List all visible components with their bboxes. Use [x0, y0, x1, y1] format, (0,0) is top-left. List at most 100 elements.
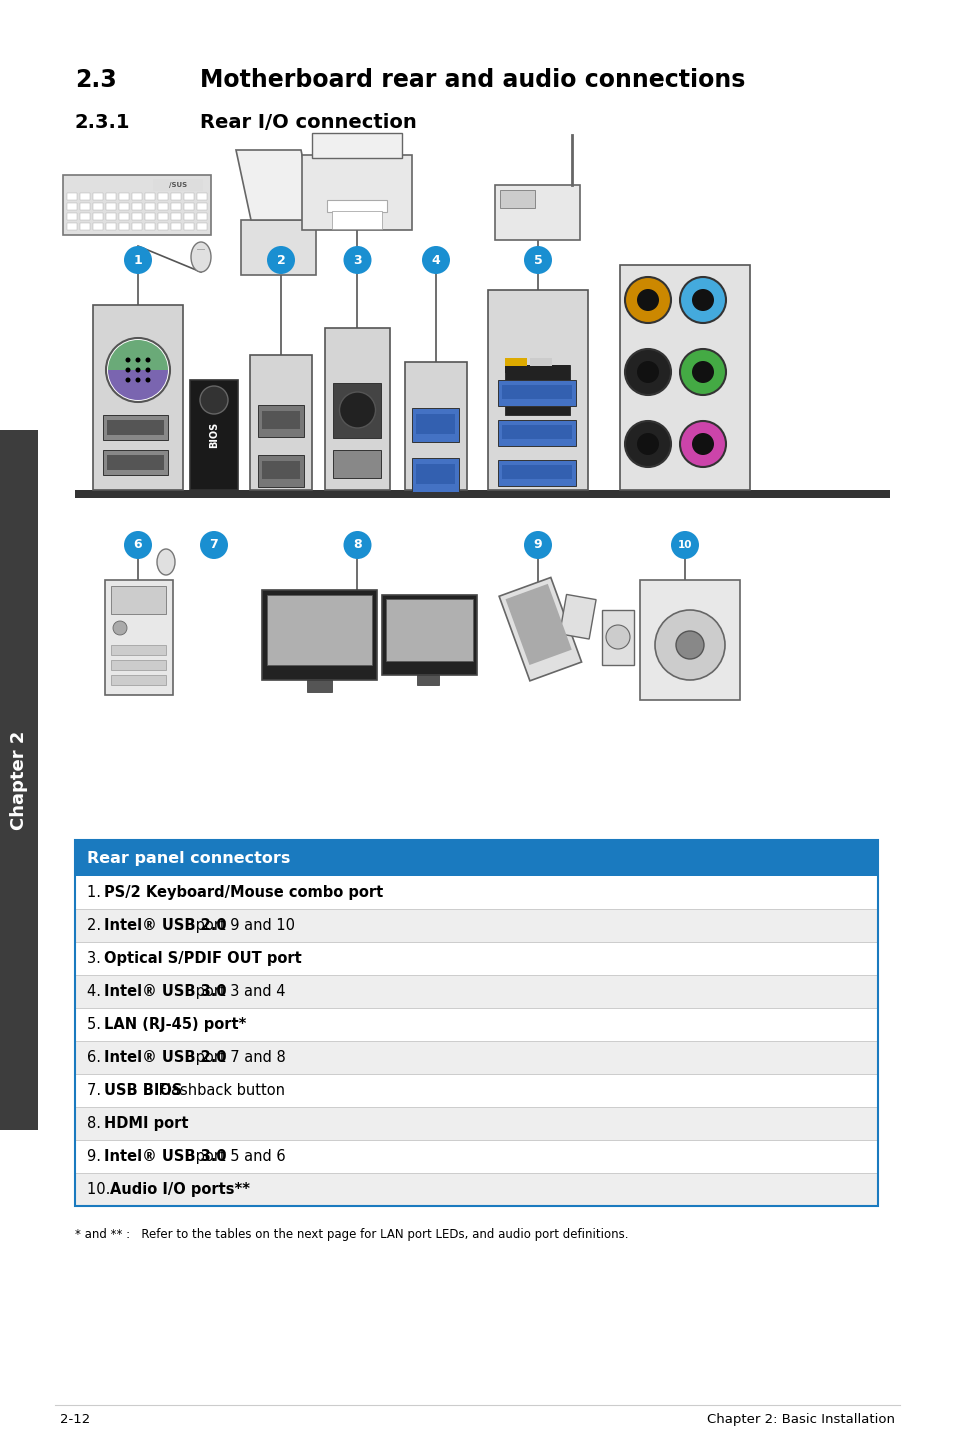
Text: port 7 and 8: port 7 and 8: [191, 1050, 286, 1066]
Bar: [333, 450, 380, 477]
Text: Intel® USB 2.0: Intel® USB 2.0: [104, 917, 227, 933]
Bar: [495, 186, 579, 240]
Polygon shape: [235, 150, 315, 220]
Text: 6.: 6.: [87, 1050, 106, 1066]
Bar: [106, 193, 116, 200]
Bar: [158, 203, 168, 210]
Bar: [171, 223, 181, 230]
Bar: [80, 203, 90, 210]
Text: 1: 1: [133, 253, 142, 266]
Bar: [119, 193, 129, 200]
Bar: [158, 213, 168, 220]
Bar: [75, 490, 889, 498]
Text: PS/2 Keyboard/Mouse combo port: PS/2 Keyboard/Mouse combo port: [104, 884, 383, 900]
Text: 2.: 2.: [87, 917, 106, 933]
Circle shape: [691, 289, 713, 311]
Text: Optical S/PDIF OUT port: Optical S/PDIF OUT port: [104, 951, 302, 966]
Bar: [63, 175, 211, 234]
Circle shape: [637, 289, 659, 311]
Circle shape: [146, 378, 151, 383]
Bar: [119, 203, 129, 210]
Bar: [145, 213, 154, 220]
Bar: [262, 590, 377, 680]
Bar: [171, 193, 181, 200]
Text: 9.: 9.: [87, 1149, 106, 1163]
Text: Chapter 2: Basic Installation: Chapter 2: Basic Installation: [706, 1414, 894, 1426]
Text: Flashback button: Flashback button: [153, 1083, 285, 1099]
Circle shape: [126, 368, 131, 372]
Bar: [325, 328, 390, 490]
Circle shape: [267, 246, 294, 275]
Bar: [152, 178, 203, 191]
Bar: [196, 213, 207, 220]
Bar: [111, 587, 166, 614]
Bar: [416, 464, 455, 485]
Text: /SUS: /SUS: [169, 183, 187, 188]
Bar: [412, 408, 458, 441]
Text: Chapter 2: Chapter 2: [10, 731, 28, 830]
Bar: [106, 223, 116, 230]
Bar: [111, 674, 166, 684]
Bar: [75, 840, 877, 1206]
Bar: [501, 385, 572, 398]
Text: Audio I/O ports**: Audio I/O ports**: [111, 1182, 250, 1196]
Bar: [132, 203, 142, 210]
Text: 4.: 4.: [87, 984, 106, 999]
Circle shape: [200, 531, 228, 559]
Bar: [307, 680, 333, 692]
Bar: [132, 213, 142, 220]
Bar: [504, 358, 526, 367]
Circle shape: [421, 246, 450, 275]
Bar: [106, 203, 116, 210]
Circle shape: [200, 385, 228, 414]
Bar: [107, 454, 164, 470]
Bar: [145, 203, 154, 210]
Text: 9: 9: [533, 538, 541, 552]
Text: LAN (RJ-45) port*: LAN (RJ-45) port*: [104, 1017, 247, 1032]
Circle shape: [124, 246, 152, 275]
Bar: [119, 213, 129, 220]
Circle shape: [135, 368, 140, 372]
Bar: [75, 975, 877, 1008]
Bar: [0, 430, 38, 1130]
Bar: [416, 414, 455, 434]
Text: 2.3: 2.3: [75, 68, 116, 92]
Bar: [333, 383, 380, 439]
Circle shape: [624, 421, 670, 467]
Text: port 3 and 4: port 3 and 4: [191, 984, 285, 999]
Circle shape: [679, 278, 725, 324]
Bar: [262, 462, 299, 479]
Circle shape: [676, 631, 703, 659]
Bar: [498, 578, 581, 680]
Bar: [103, 416, 168, 440]
Bar: [184, 193, 193, 200]
Circle shape: [605, 626, 629, 649]
Bar: [386, 600, 473, 661]
Bar: [158, 193, 168, 200]
Bar: [171, 213, 181, 220]
Bar: [196, 193, 207, 200]
Bar: [313, 132, 402, 158]
Circle shape: [691, 361, 713, 383]
Circle shape: [135, 378, 140, 383]
Bar: [145, 193, 154, 200]
Bar: [67, 193, 77, 200]
Bar: [75, 1041, 877, 1074]
Bar: [196, 223, 207, 230]
Circle shape: [124, 531, 152, 559]
Circle shape: [624, 278, 670, 324]
Text: HDMI port: HDMI port: [104, 1116, 189, 1132]
Bar: [382, 595, 477, 674]
Text: 3.: 3.: [87, 951, 106, 966]
Bar: [111, 660, 166, 670]
Bar: [333, 211, 382, 229]
Bar: [92, 223, 103, 230]
Ellipse shape: [191, 242, 211, 272]
Circle shape: [679, 421, 725, 467]
Bar: [75, 840, 877, 876]
Circle shape: [146, 368, 151, 372]
Text: 5: 5: [533, 253, 542, 266]
Bar: [184, 213, 193, 220]
Circle shape: [126, 378, 131, 383]
Bar: [158, 223, 168, 230]
